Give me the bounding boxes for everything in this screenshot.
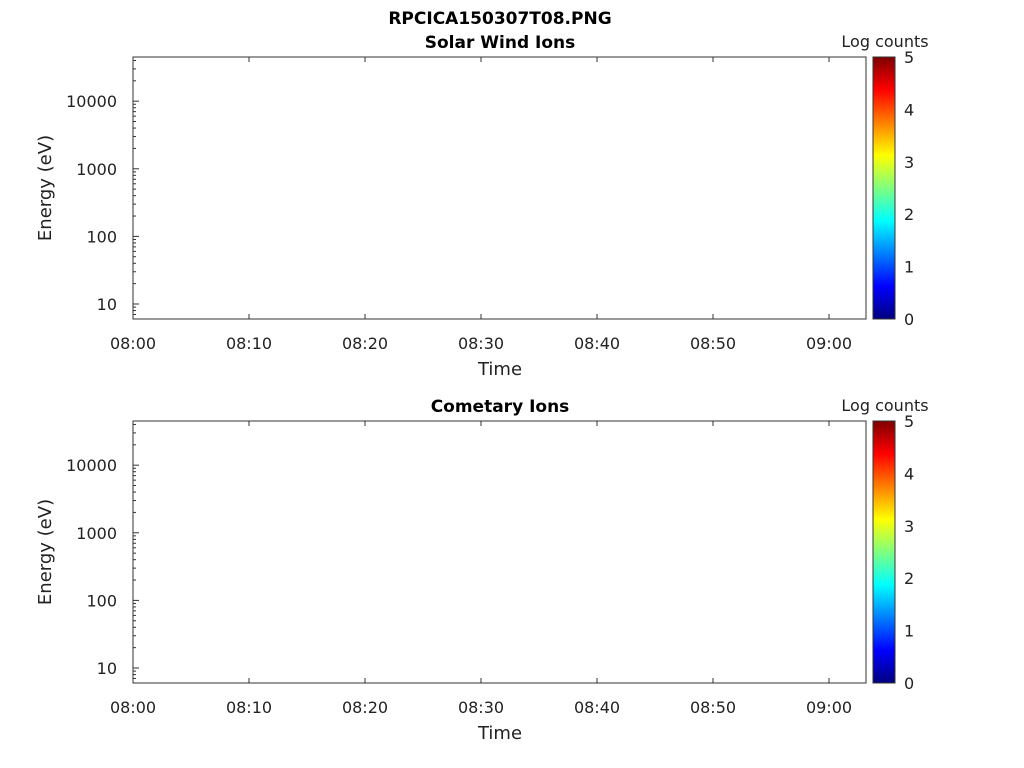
colorbar-tick-label: 0 [904, 310, 914, 329]
x-tick-label: 08:20 [342, 334, 388, 353]
panel-title-cometary: Cometary Ions [431, 397, 570, 417]
x-tick-label: 08:00 [110, 334, 156, 353]
x-tick-label: 08:10 [226, 698, 272, 717]
colorbar-ticks-solar-wind: 0 1 2 3 4 5 [904, 48, 914, 329]
x-tick-label: 08:10 [226, 334, 272, 353]
x-axis-label-cometary: Time [477, 723, 522, 744]
panel-title-solar-wind: Solar Wind Ions [425, 33, 576, 53]
colorbar-tick-label: 4 [904, 464, 914, 483]
panel-cometary: Cometary Ions 08:00 08:10 08:20 08:30 08:40 0… [35, 396, 929, 744]
y-tick-label: 10 [97, 659, 117, 678]
x-tick-label: 09:00 [806, 698, 852, 717]
colorbar-solar-wind [872, 56, 896, 320]
colorbar-ticks-cometary: 0 1 2 3 4 5 [904, 412, 914, 693]
colorbar-label-solar-wind: Log counts [841, 32, 928, 51]
y-ticks-cometary: 10 100 1000 10000 [66, 423, 139, 684]
x-tick-label: 08:00 [110, 698, 156, 717]
x-tick-label: 08:30 [458, 334, 504, 353]
colorbar-tick-label: 3 [904, 153, 914, 172]
x-tick-label: 09:00 [806, 334, 852, 353]
x-tick-label: 08:40 [574, 334, 620, 353]
colorbar-label-cometary: Log counts [841, 396, 928, 415]
y-tick-label: 1000 [76, 160, 117, 179]
y-tick-label: 100 [86, 227, 117, 246]
y-axis-label-cometary: Energy (eV) [35, 499, 56, 605]
x-axis-label-solar-wind: Time [477, 359, 522, 380]
y-tick-label: 1000 [76, 524, 117, 543]
plot-frame-solar-wind [132, 56, 867, 320]
colorbar-tick-label: 5 [904, 412, 914, 431]
colorbar-tick-label: 1 [904, 258, 914, 277]
colorbar-tick-label: 0 [904, 674, 914, 693]
colorbar-tick-label: 2 [904, 569, 914, 588]
colorbar-tick-label: 1 [904, 622, 914, 641]
y-tick-label: 10000 [66, 92, 117, 111]
y-tick-label: 100 [86, 591, 117, 610]
y-ticks-solar-wind: 10 100 1000 10000 [66, 59, 139, 320]
colorbar-cometary [872, 420, 896, 684]
x-tick-label: 08:30 [458, 698, 504, 717]
x-ticks-cometary: 08:00 08:10 08:20 08:30 08:40 08:50 09:00 [110, 421, 852, 717]
plot-frame-cometary [132, 420, 867, 684]
x-tick-label: 08:20 [342, 698, 388, 717]
y-axis-label-solar-wind: Energy (eV) [35, 135, 56, 241]
colorbar-tick-label: 3 [904, 517, 914, 536]
colorbar-tick-label: 2 [904, 205, 914, 224]
x-tick-label: 08:50 [690, 698, 736, 717]
colorbar-tick-label: 4 [904, 100, 914, 119]
panel-solar-wind: Solar Wind Ions 08:00 08:10 08:20 08:30 08:4… [35, 32, 929, 380]
x-tick-label: 08:50 [690, 334, 736, 353]
y-tick-label: 10 [97, 295, 117, 314]
figure-title: RPCICA150307T08.PNG [388, 9, 611, 29]
y-tick-label: 10000 [66, 456, 117, 475]
x-ticks-solar-wind: 08:00 08:10 08:20 08:30 08:40 08:50 09:00 [110, 57, 852, 353]
x-tick-label: 08:40 [574, 698, 620, 717]
colorbar-tick-label: 5 [904, 48, 914, 67]
